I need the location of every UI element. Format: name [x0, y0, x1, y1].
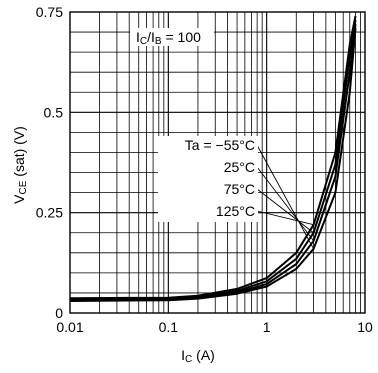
legend-bg [158, 136, 258, 222]
y-tick-label: 0.75 [36, 4, 63, 20]
series-curve [69, 19, 357, 301]
legend-leader [256, 210, 314, 226]
condition-label-bg [130, 28, 214, 46]
legend-label: 75°C [224, 181, 255, 197]
series-curve [69, 15, 357, 300]
plot-frame [69, 11, 366, 314]
y-tick-label: 0.5 [44, 104, 64, 120]
x-tick-label: 10 [357, 319, 373, 335]
condition-label: IC/IB = 100 [130, 28, 214, 47]
y-tick-label: 0 [55, 305, 63, 321]
legend-leader [256, 144, 314, 250]
legend-leader [256, 188, 314, 234]
curves [69, 15, 357, 302]
legend-leader-lines [256, 144, 314, 250]
x-tick-label: 1 [263, 319, 271, 335]
legend-label: Ta = −55°C [185, 137, 255, 153]
y-axis-label: VCE (sat) (V) [11, 126, 29, 204]
y-tick-labels: 0 0.25 0.5 0.75 [36, 4, 63, 321]
condition-text: IC/IB = 100 [136, 29, 201, 47]
x-tick-label: 0.1 [159, 319, 179, 335]
y-tick-label: 0.25 [36, 205, 63, 221]
x-axis-label: IC (A) [181, 347, 215, 365]
legend-leader [256, 166, 314, 242]
x-tick-labels: 0.01 0.1 1 10 [56, 319, 373, 335]
legend: Ta = −55°C 25°C 75°C 125°C [158, 136, 258, 222]
legend-label: 25°C [224, 159, 255, 175]
legend-label: 125°C [216, 203, 255, 219]
x-tick-label: 0.01 [56, 319, 83, 335]
series-curve [69, 23, 357, 302]
